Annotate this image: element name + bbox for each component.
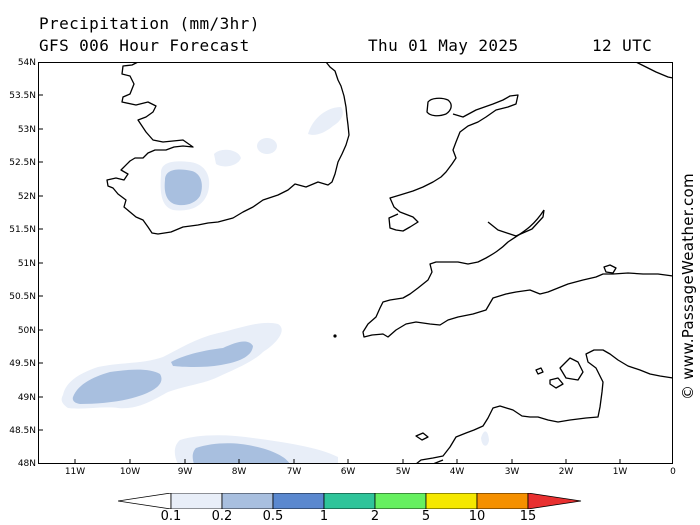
legend-label-10: 10	[468, 509, 486, 524]
legend-swatch-below-0-1	[118, 493, 172, 509]
precip-celtic-band-inner-east	[171, 341, 253, 367]
precipitation-map[interactable]	[38, 62, 673, 464]
legend-label-0-5: 0.5	[262, 509, 284, 524]
legend-swatch-0-1	[170, 493, 223, 509]
lat-label-50-5n: 50.5N	[9, 292, 36, 302]
brittany-south	[416, 459, 444, 464]
wales-coast	[388, 94, 545, 237]
ireland-coast	[106, 62, 350, 235]
legend-label-0-1: 0.1	[160, 509, 182, 524]
forecast-date: Thu 01 May 2025	[368, 36, 519, 55]
lat-label-53-5n: 53.5N	[9, 91, 36, 101]
legend-swatch-15	[527, 493, 582, 509]
legend-swatch-2	[374, 493, 427, 509]
copyright-text: © www.PassageWeather.com	[679, 173, 697, 400]
brittany-coast	[415, 349, 673, 464]
lat-label-51n: 51N	[17, 259, 36, 269]
lon-label-9w: 9W	[177, 467, 193, 477]
coastlines	[106, 62, 673, 464]
lat-label-48-5n: 48.5N	[9, 426, 36, 436]
precip-wicklow-patch	[257, 138, 277, 154]
lat-label-52-5n: 52.5N	[9, 158, 36, 168]
lat-label-51-5n: 51.5N	[9, 225, 36, 235]
map-frame	[38, 62, 673, 464]
lon-label-8w: 8W	[231, 467, 247, 477]
bristol-channel-coast	[362, 209, 673, 338]
lon-label-5w: 5W	[395, 467, 411, 477]
legend-swatch-0-5	[272, 493, 325, 509]
cotentin-coast	[559, 357, 584, 381]
ile-douessant	[415, 432, 429, 441]
lat-label-48n: 48N	[17, 459, 36, 469]
lon-label-10w: 10W	[119, 467, 141, 477]
lon-label-11w: 11W	[64, 467, 86, 477]
legend-label-0-2: 0.2	[211, 509, 233, 524]
anglesey-coast	[426, 97, 452, 117]
forecast-time: 12 UTC	[592, 36, 653, 55]
lat-label-54n: 54N	[17, 58, 36, 68]
legend-swatch-10	[476, 493, 529, 509]
legend-label-1: 1	[319, 509, 329, 524]
precip-sw-ireland-inner	[164, 169, 202, 206]
lat-label-52n: 52N	[17, 192, 36, 202]
precipitation-layer	[61, 107, 489, 464]
guernsey-coast	[535, 367, 544, 375]
legend-swatch-0-2	[221, 493, 274, 509]
lat-label-50n: 50N	[17, 326, 36, 336]
legend-swatch-1	[323, 493, 376, 509]
isle-of-wight-coast	[603, 264, 617, 274]
lon-label-4w: 4W	[449, 467, 465, 477]
legend-label-5: 5	[421, 509, 431, 524]
lon-label-0: 0	[670, 467, 676, 477]
precip-biscay-inner	[192, 443, 290, 464]
forecast-subtitle: GFS 006 Hour Forecast	[39, 36, 250, 55]
lat-label-49-5n: 49.5N	[9, 359, 36, 369]
precip-channel-islands	[481, 431, 489, 446]
precip-irish-sea-north	[308, 107, 343, 135]
precip-celtic-band-inner-west	[72, 369, 162, 404]
lon-label-7w: 7W	[286, 467, 302, 477]
legend-label-2: 2	[370, 509, 380, 524]
lon-label-2w: 2W	[558, 467, 574, 477]
legend-swatch-5	[425, 493, 478, 509]
precip-shannon-patch	[214, 149, 241, 167]
lat-label-49n: 49N	[17, 393, 36, 403]
lon-label-6w: 6W	[340, 467, 356, 477]
jersey-coast	[549, 377, 564, 389]
lon-label-3w: 3W	[504, 467, 520, 477]
north-england-coast	[635, 62, 673, 79]
precipitation-legend	[118, 493, 582, 509]
chart-title: Precipitation (mm/3hr)	[39, 14, 260, 33]
legend-label-15: 15	[519, 509, 537, 524]
scilly-isles	[333, 334, 337, 338]
lon-label-1w: 1W	[612, 467, 628, 477]
lat-label-53n: 53N	[17, 125, 36, 135]
